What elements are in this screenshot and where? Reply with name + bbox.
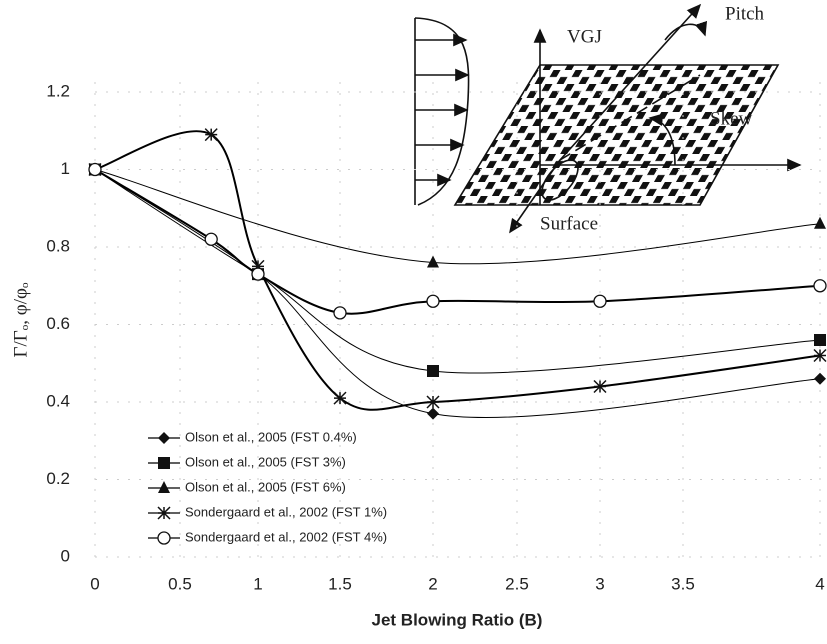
y-tick-label: 1.2 [46,81,70,100]
legend-marker [157,506,171,520]
y-tick-label: 0.2 [46,469,70,488]
annotation: VGJ [567,26,602,47]
data-point [814,372,826,385]
data-point [813,279,827,293]
x-tick-label: 3 [595,574,604,593]
data-point [427,407,439,420]
legend-marker [158,432,170,444]
y-tick-label: 0.8 [46,236,70,255]
data-point [204,128,218,142]
y-tick-label: 0 [61,546,70,565]
y-tick-label: 1 [61,159,70,178]
legend-label: Olson et al., 2005 (FST 0.4%) [185,429,357,444]
x-tick-label: 1.5 [328,574,352,593]
series-line [94,168,821,315]
data-point [88,162,102,177]
series-line [94,169,821,374]
data-point [251,259,265,273]
x-tick-label: 3.5 [671,574,695,593]
legend-marker [158,457,170,469]
legend-label: Sondergaard et al., 2002 (FST 4%) [185,529,387,544]
data-point [813,348,827,363]
data-point [593,294,607,308]
y-tick-label: 0.6 [46,314,70,333]
data-point [814,216,826,229]
data-point [427,365,439,377]
legend-label: Sondergaard et al., 2002 (FST 1%) [185,504,387,519]
data-point [593,379,607,394]
annotation: Pitch [725,3,765,24]
data-point [204,232,218,246]
x-axis-label: Jet Blowing Ratio (B) [372,610,543,629]
x-tick-label: 1 [253,574,262,593]
legend-label: Olson et al., 2005 (FST 6%) [185,479,346,494]
y-axis-label: Γ/Γₒ, φ/φₒ [10,282,31,357]
x-tick-label: 0.5 [168,574,192,593]
data-point [426,294,440,308]
legend-marker [157,531,171,545]
x-tick-label: 2.5 [505,574,529,593]
x-tick-label: 0 [90,574,99,593]
data-point [251,267,265,281]
data-point [333,391,347,405]
y-tick-label: 0.4 [46,391,70,410]
legend-label: Olson et al., 2005 (FST 3%) [185,454,346,469]
data-point [426,395,440,409]
data-point [427,255,439,268]
annotation: Skew [710,108,753,129]
x-tick-label: 4 [815,574,824,593]
data-point [814,334,826,346]
series-line [94,169,821,419]
legend-marker [158,481,170,493]
data-point [333,306,347,320]
x-tick-label: 2 [428,574,437,593]
annotation: Surface [540,213,598,234]
